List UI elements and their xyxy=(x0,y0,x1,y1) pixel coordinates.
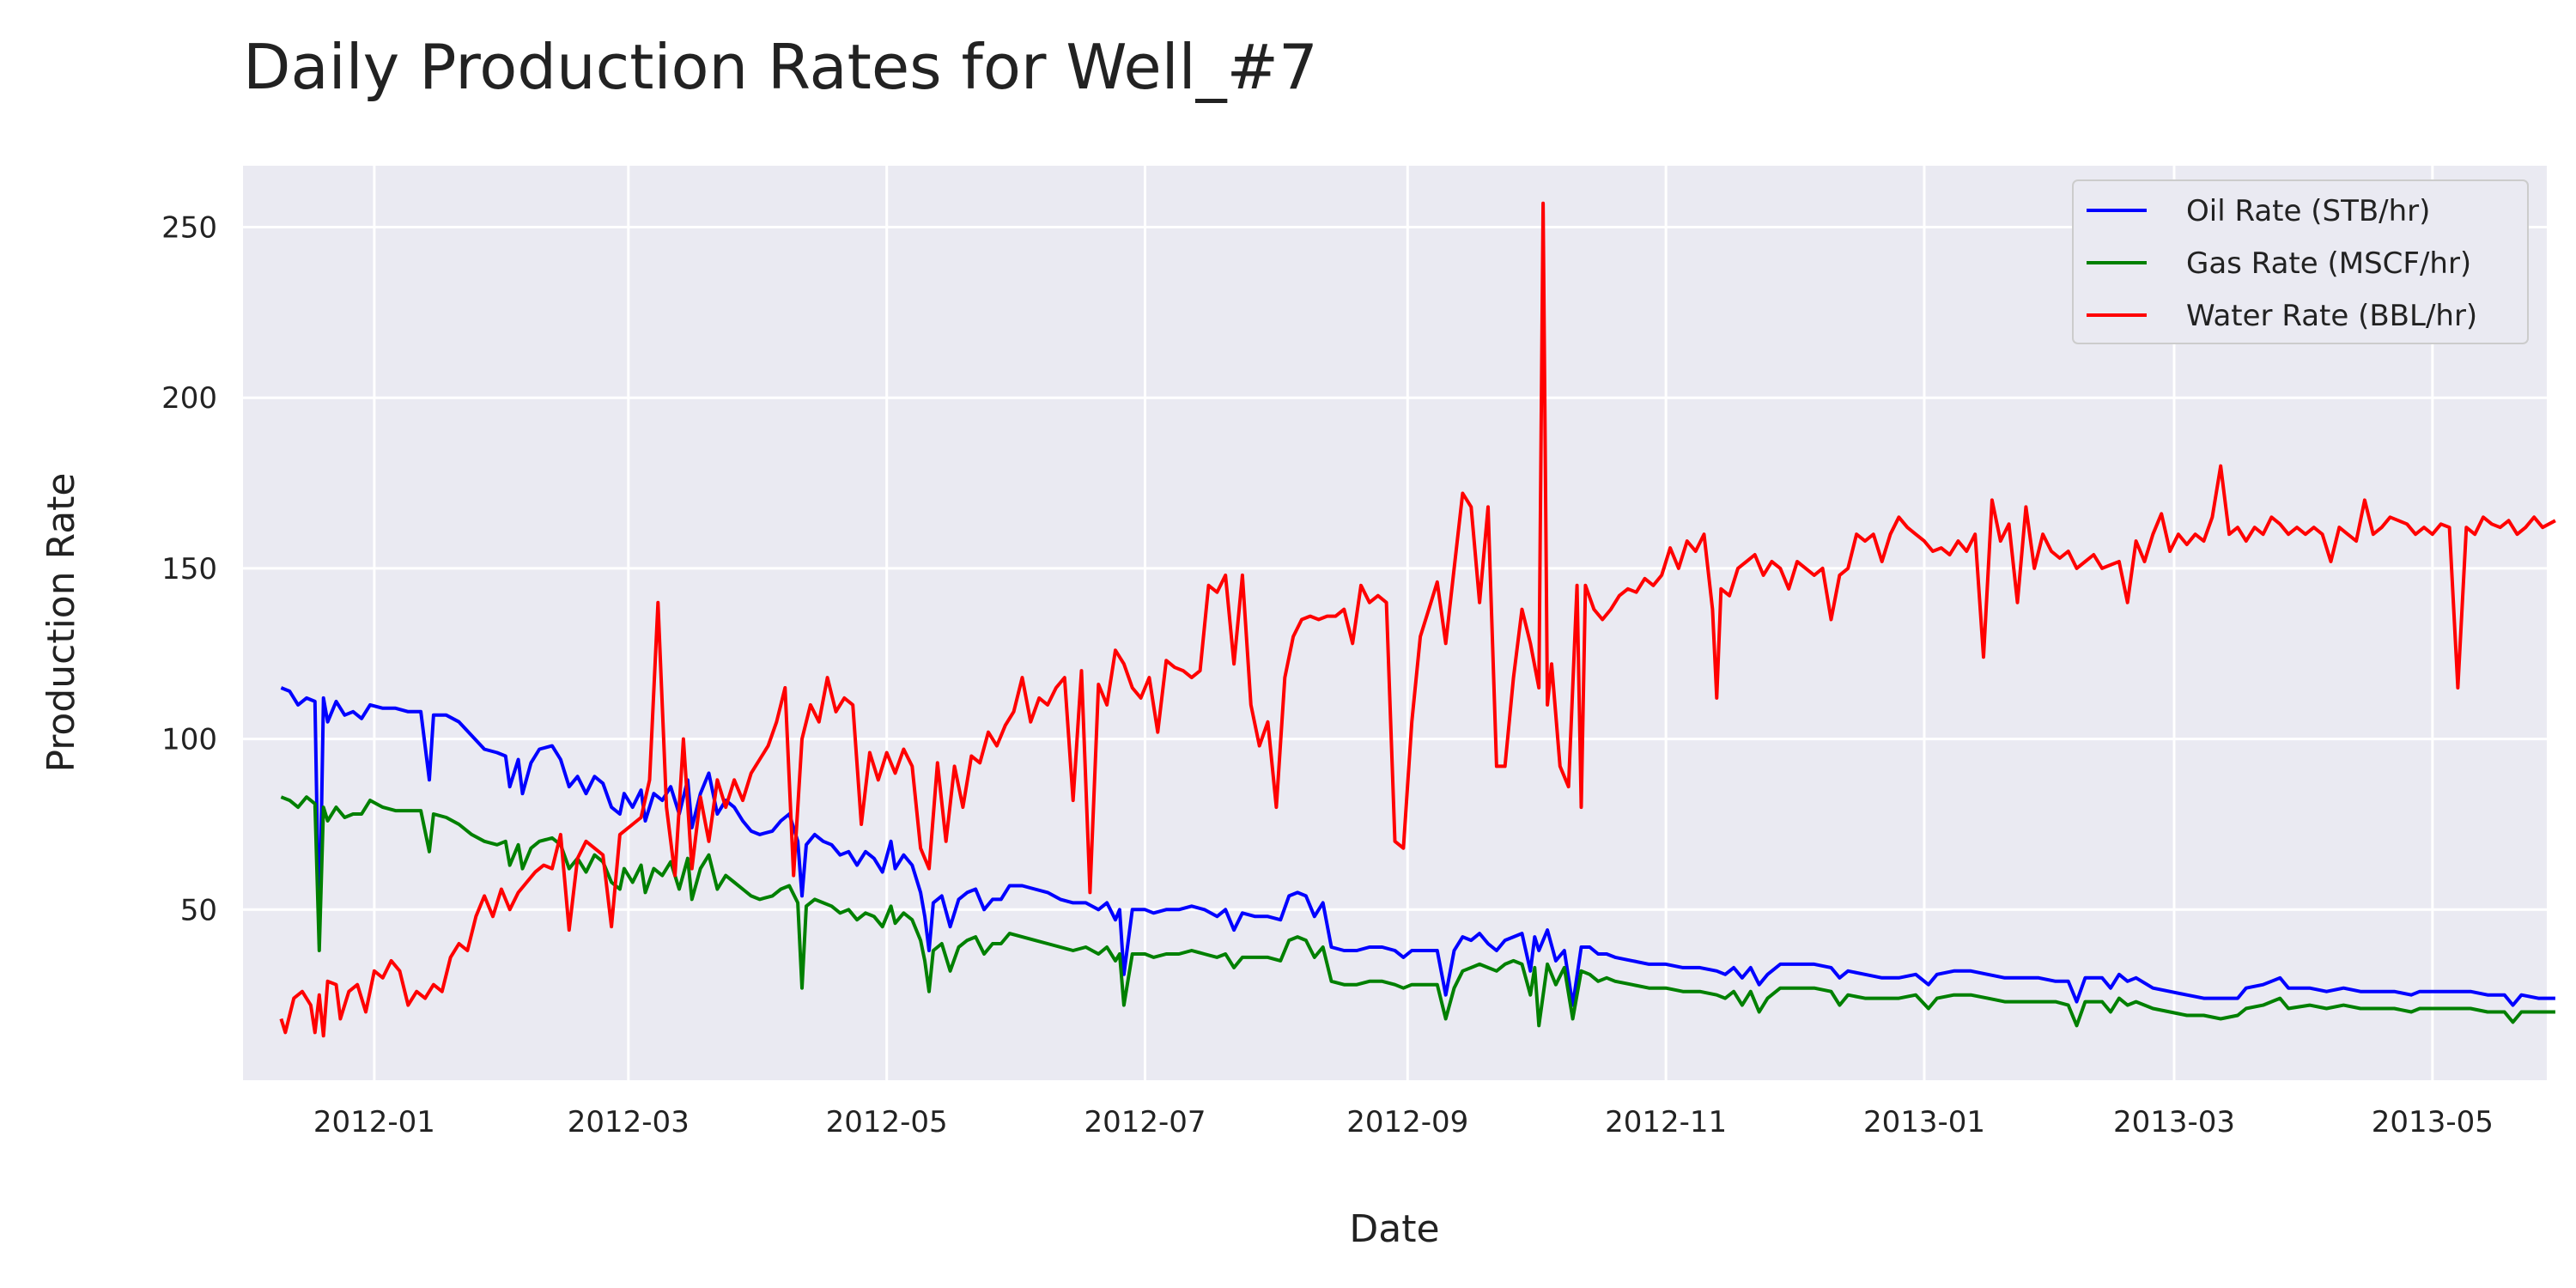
x-tick-label: 2012-11 xyxy=(1605,1105,1727,1139)
x-tick-label: 2012-09 xyxy=(1346,1105,1468,1139)
x-tick-label: 2013-01 xyxy=(1863,1105,1985,1139)
x-tick-label: 2013-05 xyxy=(2372,1105,2494,1139)
x-tick-label: 2012-03 xyxy=(568,1105,690,1139)
tick-labels: 50 100 150 200 250 2012-01 2012-03 2012-05 2012-… xyxy=(161,211,2494,1139)
legend: Oil Rate (STB/hr) Gas Rate (MSCF/hr) Water… xyxy=(2072,179,2529,344)
x-tick-label: 2012-01 xyxy=(313,1105,435,1139)
series-line-3 xyxy=(279,201,2556,1038)
legend-box xyxy=(2072,179,2529,344)
data-series xyxy=(279,201,2556,1038)
y-axis-title: Production Rate xyxy=(39,473,83,773)
legend-label: Gas Rate (MSCF/hr) xyxy=(2186,246,2471,281)
x-tick-label: 2012-07 xyxy=(1084,1105,1206,1139)
legend-label: Water Rate (BBL/hr) xyxy=(2186,299,2477,333)
chart-title: Daily Production Rates for Well_#7 xyxy=(243,31,1318,103)
y-tick-label: 50 xyxy=(180,893,217,927)
x-axis-title: Date xyxy=(1349,1207,1439,1251)
grid-lines xyxy=(243,166,2547,1080)
y-tick-label: 250 xyxy=(161,211,217,246)
y-tick-label: 100 xyxy=(161,723,217,757)
x-tick-label: 2013-03 xyxy=(2113,1105,2235,1139)
series-line-1 xyxy=(280,686,2555,1007)
y-tick-label: 200 xyxy=(161,381,217,416)
y-tick-label: 150 xyxy=(161,552,217,586)
x-tick-label: 2012-05 xyxy=(826,1105,948,1139)
legend-label: Oil Rate (STB/hr) xyxy=(2186,194,2430,228)
